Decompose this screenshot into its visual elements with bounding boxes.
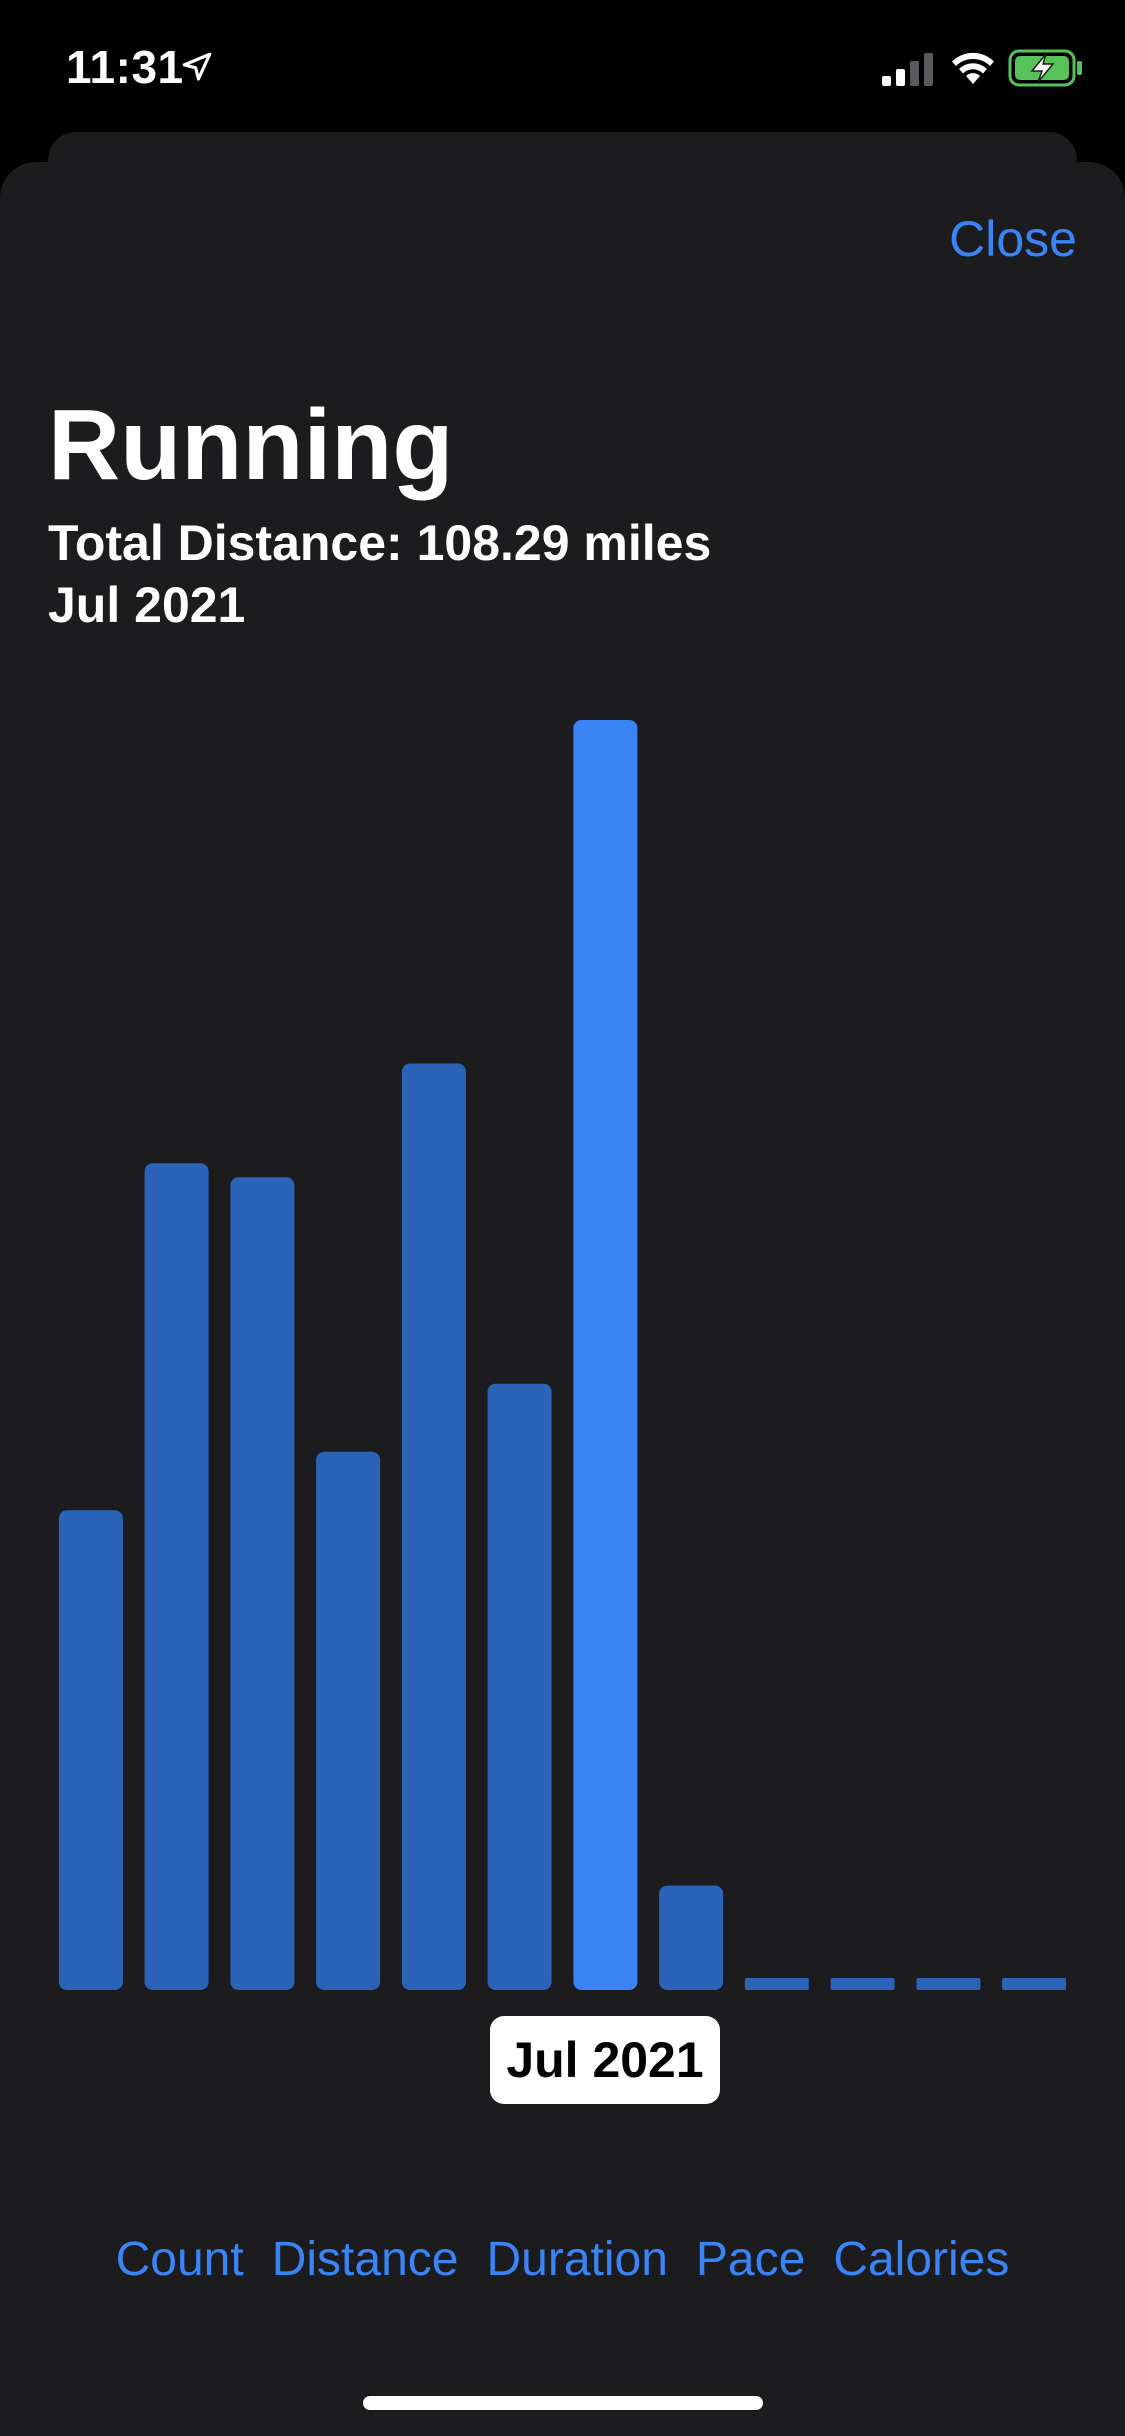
tab-pace[interactable]: Pace bbox=[696, 2220, 805, 2300]
chart-bar[interactable] bbox=[916, 1978, 981, 1990]
location-arrow-icon bbox=[182, 52, 212, 81]
battery-charging-icon bbox=[1008, 49, 1082, 87]
tab-distance[interactable]: Distance bbox=[272, 2220, 459, 2300]
home-indicator bbox=[363, 2396, 763, 2410]
chart-bar[interactable] bbox=[1002, 1978, 1067, 1990]
chart-bar[interactable] bbox=[58, 1510, 123, 1990]
chart-bar[interactable] bbox=[230, 1177, 295, 1990]
wifi-icon bbox=[952, 52, 994, 84]
chart-bar[interactable] bbox=[144, 1163, 209, 1990]
chart-bar[interactable] bbox=[744, 1978, 809, 1990]
total-distance-label: Total Distance: 108.29 miles bbox=[48, 515, 712, 571]
chart-bar-selected[interactable] bbox=[573, 720, 638, 1990]
page-title: Running bbox=[48, 389, 454, 501]
tab-duration[interactable]: Duration bbox=[486, 2220, 667, 2300]
status-bar: 11:31 bbox=[0, 0, 1125, 135]
chart-bar[interactable] bbox=[487, 1383, 552, 1990]
tab-calories[interactable]: Calories bbox=[833, 2220, 1009, 2300]
metric-tabs: Count Distance Duration Pace Calories bbox=[0, 2220, 1125, 2300]
chart-bar[interactable] bbox=[316, 1451, 381, 1990]
selected-bar-label: Jul 2021 bbox=[490, 2016, 720, 2104]
close-button[interactable]: Close bbox=[949, 211, 1077, 267]
period-label: Jul 2021 bbox=[48, 577, 246, 633]
cellular-signal-icon bbox=[882, 53, 933, 86]
chart-bar[interactable] bbox=[659, 1885, 724, 1990]
status-time: 11:31 bbox=[66, 41, 184, 93]
chart-bar[interactable] bbox=[830, 1978, 895, 1990]
chart-bar[interactable] bbox=[401, 1063, 466, 1991]
tab-count[interactable]: Count bbox=[116, 2220, 244, 2300]
distance-bar-chart[interactable] bbox=[0, 700, 1125, 2000]
